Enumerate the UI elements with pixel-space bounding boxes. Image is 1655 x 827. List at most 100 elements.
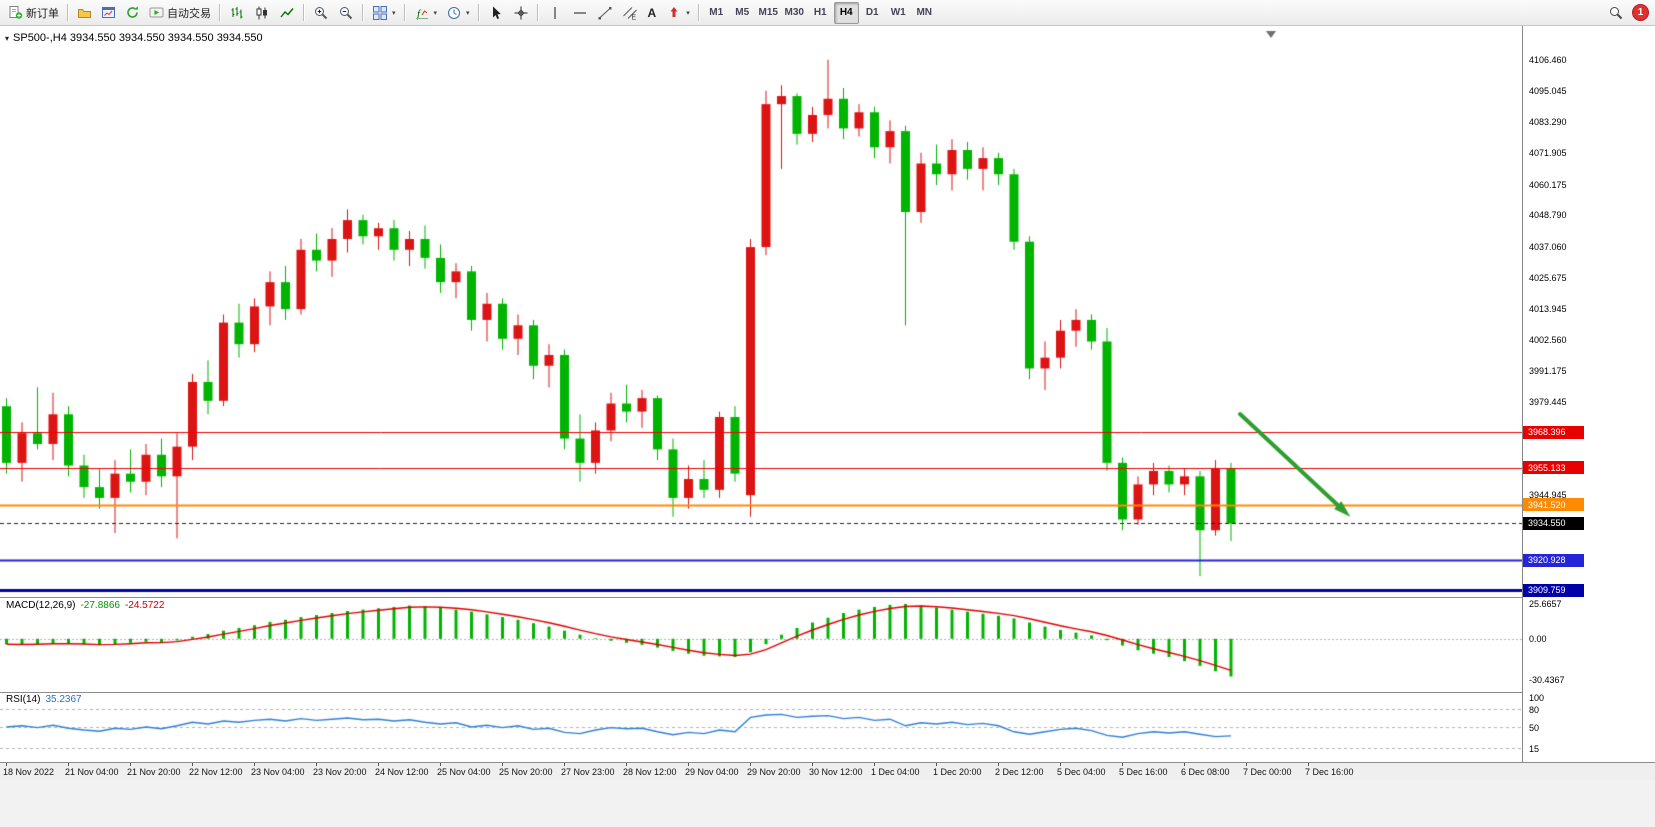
price-tag: 3941.520 — [1523, 498, 1584, 512]
price-axis-label: 4025.675 — [1529, 272, 1567, 283]
cursor-button[interactable] — [484, 2, 508, 24]
timeframe-h4-button[interactable]: H4 — [833, 1, 859, 24]
price-tag: 3909.759 — [1523, 583, 1584, 597]
chart-window: ▾ SP500-,H4 3934.550 3934.550 3934.550 3… — [0, 26, 1655, 762]
equidistant-channel-tool-button[interactable]: E — [618, 2, 642, 24]
toolbar-right-group: 1 — [1604, 2, 1651, 24]
macd-axis-label: 25.6657 — [1529, 599, 1562, 609]
chart-title-ohlc: SP500-,H4 3934.550 3934.550 3934.550 393… — [13, 32, 263, 44]
market-watch-button[interactable] — [97, 2, 120, 24]
price-axis[interactable]: 4106.460 4095.045 4083.290 4071.905 4060.175… — [1522, 26, 1655, 762]
rsi-name: RSI(14) — [6, 694, 41, 705]
timeframe-mn-button[interactable]: MN — [912, 2, 937, 24]
auto-trading-button[interactable]: 自动交易 — [145, 2, 215, 24]
toolbar-separator — [697, 4, 700, 21]
time-axis-label: 1 Dec 20:00 — [933, 767, 982, 777]
rsi-indicator-label: RSI(14) 35.2367 — [6, 694, 82, 705]
time-axis-tick — [316, 763, 317, 766]
new-order-button[interactable]: 新订单 — [4, 2, 63, 24]
bar-chart-icon — [229, 5, 245, 21]
time-axis-tick — [626, 763, 627, 766]
arrows-tool-button[interactable]: ▾ — [662, 2, 694, 24]
macd-main-value: -27.8866 — [80, 600, 120, 611]
macd-panel-separator[interactable] — [0, 597, 1655, 598]
timeframe-h1-button[interactable]: H1 — [808, 2, 833, 24]
refresh-button[interactable] — [121, 2, 144, 24]
trendline-tool-button[interactable] — [593, 2, 617, 24]
time-axis-tick — [1060, 763, 1061, 766]
zoom-in-icon — [313, 5, 329, 21]
crosshair-button[interactable] — [509, 2, 533, 24]
time-axis-label: 22 Nov 12:00 — [189, 767, 243, 777]
timeframe-m5-button[interactable]: M5 — [730, 2, 755, 24]
tile-windows-icon — [372, 5, 388, 21]
toolbar-separator — [536, 4, 539, 21]
price-axis-label: 3979.445 — [1529, 397, 1567, 408]
bar-chart-button[interactable] — [225, 2, 249, 24]
zoom-in-button[interactable] — [309, 2, 333, 24]
time-axis-tick — [502, 763, 503, 766]
equidistant-channel-icon: E — [622, 5, 638, 21]
time-axis-label: 24 Nov 12:00 — [375, 767, 429, 777]
chevron-down-icon: ▾ — [686, 9, 690, 17]
time-axis-label: 2 Dec 12:00 — [995, 767, 1044, 777]
chevron-down-icon: ▾ — [466, 9, 470, 17]
time-axis-tick — [564, 763, 565, 766]
timeframe-m15-button[interactable]: M15 — [756, 2, 781, 24]
periods-button[interactable]: ▾ — [442, 2, 474, 24]
line-chart-icon — [279, 5, 295, 21]
time-axis-tick — [812, 763, 813, 766]
price-chart-canvas[interactable] — [0, 26, 1522, 762]
time-axis[interactable]: 18 Nov 2022 21 Nov 04:00 21 Nov 20:00 22 No… — [0, 762, 1655, 780]
vertical-line-tool-button[interactable] — [543, 2, 567, 24]
time-axis-label: 30 Nov 12:00 — [809, 767, 863, 777]
timeframe-m30-button[interactable]: M30 — [782, 2, 807, 24]
time-axis-label: 29 Nov 04:00 — [685, 767, 739, 777]
horizontal-line-tool-button[interactable] — [568, 2, 592, 24]
rsi-value: 35.2367 — [45, 694, 82, 705]
time-axis-label: 18 Nov 2022 — [3, 767, 55, 777]
notification-badge[interactable]: 1 — [1632, 4, 1649, 21]
zoom-out-button[interactable] — [334, 2, 358, 24]
text-tool-button[interactable]: A — [643, 2, 662, 24]
toolbar-separator — [219, 4, 221, 21]
tile-windows-button[interactable]: ▾ — [368, 2, 400, 24]
search-icon — [1608, 5, 1624, 21]
chevron-down-icon: ▾ — [392, 9, 396, 17]
price-axis-label: 4048.790 — [1529, 210, 1567, 221]
timeframe-w1-button[interactable]: W1 — [886, 2, 911, 24]
rsi-panel-separator[interactable] — [0, 692, 1655, 693]
time-axis-label: 29 Nov 20:00 — [747, 767, 801, 777]
price-axis-label: 3991.175 — [1529, 365, 1567, 376]
rsi-axis-label: 80 — [1529, 705, 1540, 715]
time-axis-label: 23 Nov 20:00 — [313, 767, 367, 777]
toolbar-separator — [303, 4, 305, 21]
time-axis-tick — [440, 763, 441, 766]
time-axis-tick — [750, 763, 751, 766]
cursor-icon — [488, 5, 504, 21]
price-tag: 3934.550 — [1523, 516, 1584, 530]
time-axis-tick — [998, 763, 999, 766]
rsi-axis-label: 50 — [1529, 723, 1540, 733]
time-axis-label: 21 Nov 20:00 — [127, 767, 181, 777]
rsi-axis-label: 100 — [1529, 693, 1545, 703]
toolbar-separator — [477, 4, 480, 21]
toolbar: 新订单 自动交易 ▾ f ▾ ▾ E A ▾ M1 M5 M15 M30 H1 H… — [0, 0, 1655, 26]
time-axis-tick — [68, 763, 69, 766]
search-button[interactable] — [1604, 2, 1628, 24]
price-axis-label: 4083.290 — [1529, 117, 1567, 128]
candlestick-chart-button[interactable] — [250, 2, 274, 24]
timeframe-d1-button[interactable]: D1 — [860, 2, 885, 24]
indicators-button[interactable]: f ▾ — [410, 2, 442, 24]
time-axis-tick — [192, 763, 193, 766]
timeframe-m1-button[interactable]: M1 — [704, 2, 729, 24]
time-axis-label: 23 Nov 04:00 — [251, 767, 305, 777]
line-chart-button[interactable] — [275, 2, 299, 24]
auto-trading-label: 自动交易 — [167, 7, 211, 20]
time-axis-label: 25 Nov 20:00 — [499, 767, 553, 777]
one-click-trading-toggle[interactable]: ▾ — [5, 33, 10, 43]
rsi-axis-label: 15 — [1529, 744, 1540, 754]
time-axis-tick — [6, 763, 7, 766]
time-axis-label: 1 Dec 04:00 — [871, 767, 920, 777]
profiles-button[interactable] — [73, 2, 96, 24]
